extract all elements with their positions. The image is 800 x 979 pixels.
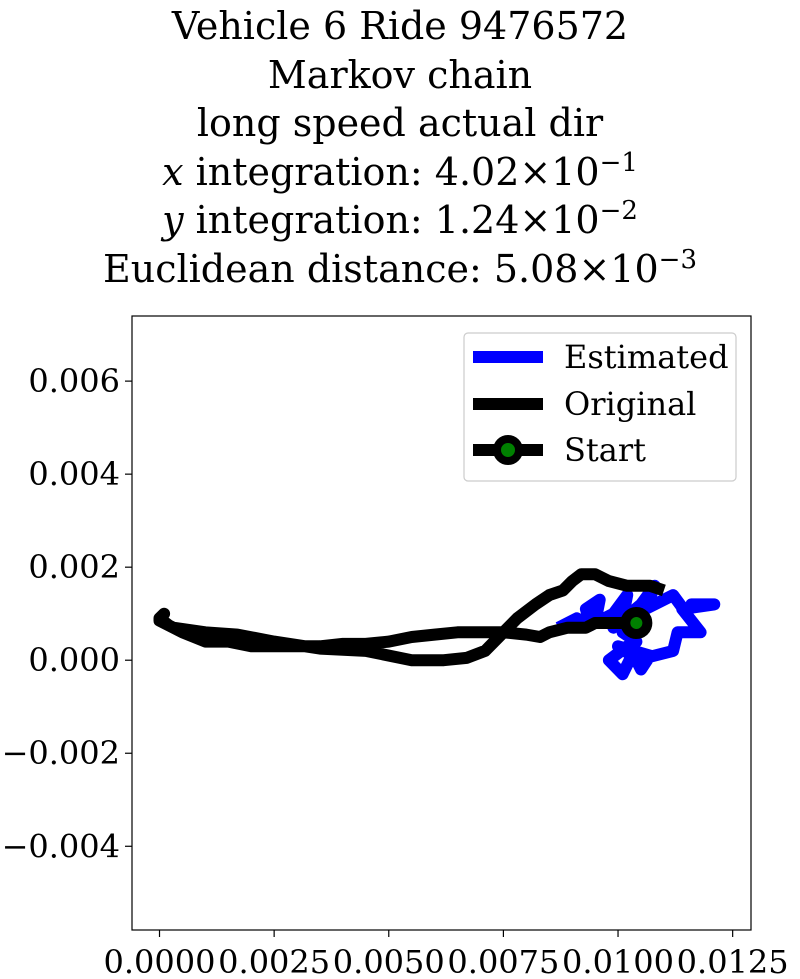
- y-tick-label: −0.002: [2, 734, 120, 772]
- title-line-5-text: integration: 1.24×10: [183, 198, 600, 242]
- title-line-5-exp: −2: [599, 196, 638, 226]
- legend-label-start: Start: [564, 431, 646, 469]
- title-line-4-exp: −1: [599, 147, 638, 178]
- y-tick-label: −0.004: [2, 827, 120, 865]
- x-tick-label: 0.0050: [333, 943, 445, 979]
- x-tick-label: 0.0075: [447, 943, 559, 979]
- title-line-6: Euclidean distance: 5.08×10−3: [0, 245, 800, 294]
- plot-frame: [131, 315, 752, 931]
- series-layer: [153, 568, 721, 681]
- chart-title: Vehicle 6 Ride 9476572 Markov chain long…: [0, 2, 800, 293]
- title-line-5-var: y: [162, 198, 184, 242]
- legend-label-original: Original: [564, 385, 696, 423]
- title-line-6-text: Euclidean distance: 5.08×10: [103, 246, 659, 291]
- x-tick-label: 0.0100: [562, 943, 674, 979]
- x-tick-label: 0.0000: [104, 943, 216, 979]
- title-line-3: long speed actual dir: [196, 101, 604, 145]
- legend: Estimated Original Start: [463, 332, 737, 482]
- x-tick-label: 0.0125: [677, 943, 789, 979]
- title-line-6-exp: −3: [658, 244, 697, 275]
- axes-layer: 0.0000 0.0025 0.0050 0.0075 0.0100 0.0125 0.00…: [2, 362, 789, 979]
- legend-swatch-start-marker: [493, 435, 523, 465]
- y-tick-label: 0.006: [28, 362, 120, 400]
- start-point-marker: [620, 607, 653, 639]
- series-line-original: [153, 568, 666, 667]
- title-line-4-var: x: [162, 149, 184, 194]
- y-tick-label: 0.000: [28, 641, 120, 679]
- y-tick-label: 0.002: [28, 548, 120, 586]
- title-line-2: Markov chain: [267, 52, 533, 97]
- legend-label-estimated: Estimated: [564, 338, 729, 376]
- y-tick-label: 0.004: [28, 455, 120, 493]
- title-line-1: Vehicle 6 Ride 9476572: [171, 4, 629, 48]
- title-line-4-text: integration: 4.02×10: [183, 149, 600, 194]
- x-tick-label: 0.0025: [218, 943, 330, 979]
- title-line-4: x integration: 4.02×10−1: [0, 148, 800, 197]
- title-line-5: y integration: 1.24×10−2: [0, 196, 800, 245]
